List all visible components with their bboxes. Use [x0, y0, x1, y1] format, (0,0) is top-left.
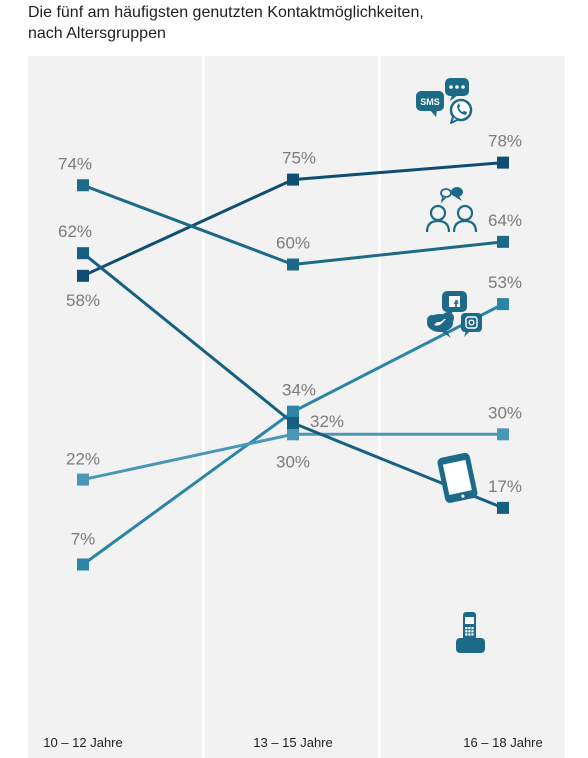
series-2-marker-2	[287, 258, 299, 271]
series-3-marker-1	[77, 558, 89, 571]
series-icons: SMS	[416, 78, 485, 653]
series-4-value-label-3: 30%	[488, 403, 522, 422]
chart-title: Die fünf am häufigsten genutzten Kontakt…	[28, 2, 568, 44]
series-1-marker-2	[287, 173, 299, 186]
series-1-value-label-2: 75%	[282, 149, 316, 168]
series-5-value-label-1: 62%	[58, 222, 92, 241]
value-labels: 58% 75% 78% 74% 60% 64% 7% 34% 53% 22% 30% 30% 62% 32…	[58, 132, 522, 549]
series-2-value-label-1: 74%	[58, 154, 92, 173]
series-1-marker-1	[77, 269, 89, 282]
series-5-marker-1	[77, 247, 89, 260]
x-tick-label-2: 13 – 15 Jahre	[253, 735, 333, 750]
series-4-marker-2	[287, 428, 299, 441]
series-4-marker-1	[77, 473, 89, 486]
series-3-value-label-1: 7%	[71, 529, 96, 548]
series-3-value-label-2: 34%	[282, 381, 316, 400]
panel-1	[28, 56, 202, 758]
x-tick-label-3: 16 – 18 Jahre	[463, 735, 543, 750]
series-3-marker-3	[497, 298, 509, 311]
messenger-sms-whatsapp-icon: SMS	[416, 78, 473, 124]
series-markers	[77, 156, 509, 571]
series-2-marker-1	[77, 179, 89, 192]
series-3-marker-2	[287, 405, 299, 418]
series-4-value-label-1: 22%	[66, 450, 100, 469]
series-1-value-label-3: 78%	[488, 132, 522, 151]
series-5-value-label-2: 32%	[310, 412, 344, 431]
series-1-marker-3	[497, 156, 509, 169]
series-2-value-label-2: 60%	[276, 234, 310, 253]
series-5-marker-2	[287, 416, 299, 429]
chart-title-line-1: Die fünf am häufigsten genutzten Kontakt…	[28, 4, 424, 21]
series-5-marker-3	[497, 501, 509, 514]
series-4-value-label-2: 30%	[276, 452, 310, 471]
chart-title-line-2: nach Altersgruppen	[28, 25, 166, 42]
series-3-value-label-3: 53%	[488, 273, 522, 292]
smartphone-icon	[437, 452, 478, 503]
series-2-marker-3	[497, 235, 509, 248]
x-tick-label-1: 10 – 12 Jahre	[43, 735, 123, 750]
social-media-icon	[427, 291, 482, 338]
landline-phone-icon	[456, 612, 485, 653]
people-talking-icon	[425, 187, 478, 233]
series-1-value-label-1: 58%	[66, 291, 100, 310]
series-4-marker-3	[497, 428, 509, 441]
svg-text:SMS: SMS	[420, 97, 440, 107]
series-2-value-label-3: 64%	[488, 211, 522, 230]
x-axis-tick-labels: 10 – 12 Jahre 13 – 15 Jahre 16 – 18 Jahre	[43, 735, 543, 750]
series-5-value-label-3: 17%	[488, 477, 522, 496]
